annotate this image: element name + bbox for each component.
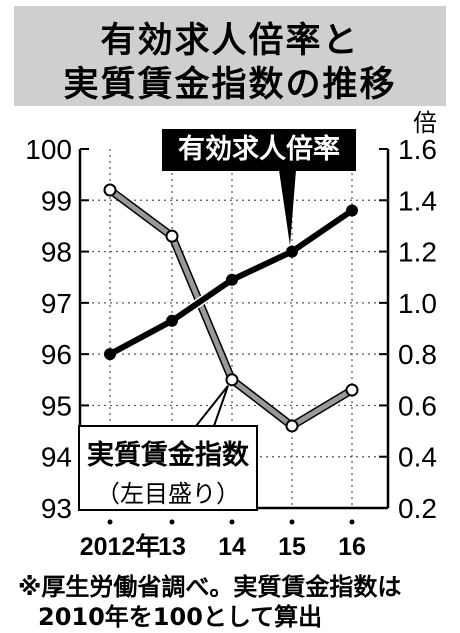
x-tick-dot <box>107 519 113 525</box>
jobs-ratio-callout: 有効求人倍率 <box>162 129 356 171</box>
series-layer <box>103 170 359 433</box>
right-tick-label: 0.4 <box>398 442 437 473</box>
left-tick-label: 97 <box>41 288 72 319</box>
real-wage-point <box>345 383 359 397</box>
left-tick-label: 99 <box>41 185 72 216</box>
x-tick-dot <box>229 519 235 525</box>
right-tick-label: 0.6 <box>398 390 437 421</box>
real-wage-point <box>103 183 117 197</box>
real-wage-line <box>108 188 354 429</box>
left-tick-label: 93 <box>41 493 72 524</box>
right-axis-unit: 倍 <box>413 109 437 137</box>
x-tick-dot <box>169 519 175 525</box>
axes: 93 0.2 94 0.4 95 0.6 96 0.8 97 1.0 98 1.2 99 1.4 100 1.… <box>25 134 437 561</box>
left-tick-label: 100 <box>25 134 72 165</box>
right-tick-label: 1.2 <box>398 237 437 268</box>
right-tick-label: 0.8 <box>398 339 437 370</box>
jobs-ratio-point <box>286 245 298 258</box>
x-tick-label: 14 <box>218 533 246 561</box>
footnote-line2: 2010年を100として算出 <box>38 603 323 631</box>
left-tick-label: 94 <box>41 442 72 473</box>
x-tick-label: 13 <box>158 533 186 561</box>
x-tick-label: 15 <box>278 533 306 561</box>
real-wage-axis-note: （左目盛り） <box>96 480 240 508</box>
jobs-ratio-point <box>346 204 358 217</box>
title-box: 有効求人倍率と 実質賃金指数の推移 <box>14 6 446 106</box>
jobs-ratio-point <box>104 348 116 361</box>
real-wage-point <box>225 373 239 387</box>
real-wage-callout-label: 実質賃金指数 <box>87 440 249 471</box>
left-tick-label: 98 <box>41 237 72 268</box>
footnote-line1: ※厚生労働省調べ。実質賃金指数は <box>18 573 402 601</box>
x-tick-label: 2012年 <box>80 532 161 561</box>
chart-title-line1: 有効求人倍率と <box>100 21 360 61</box>
jobs-ratio-point <box>166 314 178 327</box>
left-tick-label: 95 <box>41 390 72 421</box>
right-tick-label: 1.0 <box>398 288 437 319</box>
x-tick-dot <box>289 519 295 525</box>
right-tick-label: 0.2 <box>398 493 437 524</box>
x-tick-label: 16 <box>338 533 366 561</box>
right-tick-label: 1.6 <box>398 134 437 165</box>
real-wage-point <box>285 419 299 433</box>
right-tick-label: 1.4 <box>398 185 437 216</box>
jobs-ratio-point <box>226 273 238 286</box>
real-wage-line-outline <box>107 186 355 430</box>
real-wage-point <box>165 229 179 243</box>
jobs-ratio-callout-pointer <box>279 170 296 246</box>
real-wage-callout: 実質賃金指数 （左目盛り） <box>78 425 258 511</box>
chart-title-line2: 実質賃金指数の推移 <box>63 65 397 105</box>
left-tick-label: 96 <box>41 339 72 370</box>
x-tick-dot <box>349 519 355 525</box>
